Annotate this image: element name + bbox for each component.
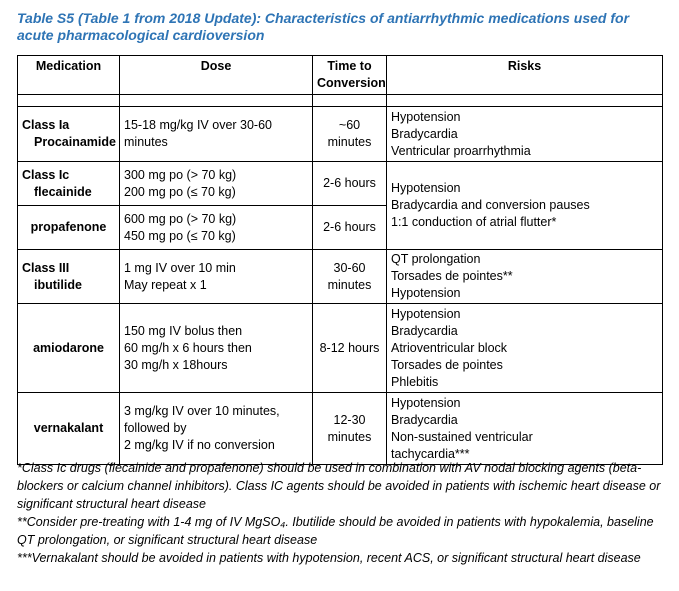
risks-cell: Hypotension Bradycardia Atrioventricular… (386, 303, 663, 393)
dose-cell: 15-18 mg/kg IV over 30-60 minutes (119, 106, 313, 162)
risk-line: Bradycardia and conversion pauses (391, 198, 590, 212)
risks-cell: Hypotension Bradycardia Non-sustained ve… (386, 392, 663, 465)
drug-name: vernakalant (33, 421, 104, 435)
table-row-flecainide: Class Ic flecainide 300 mg po (> 70 kg) … (17, 161, 663, 250)
risks-cell: QT prolongation Torsades de pointes** Hy… (386, 249, 663, 304)
risk-line: Hypotension (391, 395, 461, 410)
dose-cell: 3 mg/kg IV over 10 minutes, followed by … (119, 392, 313, 465)
footnote-class-ic: *Class Ic drugs (flecainide and propafen… (17, 461, 661, 511)
time-line: minutes (327, 429, 372, 444)
dose-line: 150 mg IV bolus then (124, 323, 243, 338)
class-label: Class III (22, 260, 70, 275)
time-cell: 12-30 minutes (312, 392, 387, 465)
time-cell: 2-6 hours (312, 205, 387, 250)
drug-name: ibutilide (34, 277, 82, 292)
risk-line: Bradycardia (391, 323, 458, 338)
dose-line: 2 mg/kg IV if no conversion (124, 438, 275, 452)
dose-line: minutes (124, 135, 168, 149)
footnotes: *Class Ic drugs (flecainide and propafen… (17, 459, 667, 567)
medication-cell: propafenone (17, 205, 120, 250)
risk-line: 1:1 conduction of atrial flutter* (391, 215, 557, 229)
risk-line: Hypotension (391, 109, 461, 124)
header-dose: Dose (119, 55, 313, 95)
header-medication: Medication (17, 55, 120, 95)
drug-name: propafenone (30, 220, 107, 234)
footnote-ibutilide: **Consider pre-treating with 1-4 mg of I… (17, 515, 654, 547)
risk-line: Bradycardia (391, 412, 458, 427)
table-title: Table S5 (Table 1 from 2018 Update): Cha… (17, 10, 630, 43)
dose-line: 450 mg po (≤ 70 kg) (124, 228, 236, 243)
antiarrhythmic-table: Medication Dose Time to Conversion Risks… (17, 55, 663, 465)
table-row-propafenone: propafenone 600 mg po (> 70 kg) 450 mg p… (17, 205, 663, 250)
drug-name: amiodarone (33, 340, 104, 355)
risk-line: Torsades de pointes (391, 357, 503, 372)
class-label: Class Ic (22, 167, 70, 182)
risk-line: Torsades de pointes** (391, 269, 513, 283)
risk-line: Hypotension (391, 286, 461, 300)
drug-name: flecainide (34, 184, 92, 199)
time-cell: ~60 minutes (312, 106, 387, 162)
table-row-procainamide: Class Ia Procainamide 15-18 mg/kg IV ove… (17, 106, 663, 162)
medication-cell: amiodarone (17, 303, 120, 393)
risk-line: Phlebitis (391, 374, 439, 389)
dose-line: 15-18 mg/kg IV over 30-60 (124, 118, 272, 132)
dose-line: 3 mg/kg IV over 10 minutes, (124, 404, 280, 418)
dose-line: 200 mg po (≤ 70 kg) (124, 184, 236, 199)
header-time-line1: Time to (327, 59, 372, 73)
time-cell: 30-60 minutes (312, 249, 387, 304)
dose-line: 60 mg/h x 6 hours then (124, 340, 252, 355)
risks-cell: Hypotension Bradycardia Ventricular proa… (386, 106, 663, 162)
time-cell: 2-6 hours (312, 161, 387, 206)
risk-line: Hypotension (391, 306, 461, 321)
risks-cell-class-ic: Hypotension Bradycardia and conversion p… (386, 161, 663, 250)
dose-line: 600 mg po (> 70 kg) (124, 211, 237, 226)
dose-line: 1 mg IV over 10 min (124, 260, 236, 275)
dose-cell: 150 mg IV bolus then 60 mg/h x 6 hours t… (119, 303, 313, 393)
header-time-line2: Conversion (317, 76, 386, 90)
table-row-ibutilide: Class III ibutilide 1 mg IV over 10 min … (17, 249, 663, 304)
risk-line: Hypotension (391, 181, 461, 195)
dose-cell: 300 mg po (> 70 kg) 200 mg po (≤ 70 kg) (119, 161, 313, 206)
medication-cell: Class III ibutilide (17, 249, 120, 304)
dose-line: May repeat x 1 (124, 277, 207, 292)
class-label: Class Ia (22, 118, 70, 132)
risk-line: Bradycardia (391, 126, 458, 141)
time-line: minutes (327, 135, 372, 149)
footnote-vernakalant: ***Vernakalant should be avoided in pati… (17, 551, 641, 565)
time-cell: 8-12 hours (312, 303, 387, 393)
dose-line: 30 mg/h x 18hours (124, 357, 228, 372)
dose-cell: 1 mg IV over 10 min May repeat x 1 (119, 249, 313, 304)
spacer-row (17, 94, 663, 107)
risk-line: Atrioventricular block (391, 340, 508, 355)
drug-name: Procainamide (34, 135, 116, 149)
header-row: Medication Dose Time to Conversion Risks (17, 55, 663, 95)
dose-line: followed by (124, 421, 187, 435)
table-row-amiodarone: amiodarone 150 mg IV bolus then 60 mg/h … (17, 303, 663, 393)
medication-cell: Class Ic flecainide (17, 161, 120, 206)
medication-cell: Class Ia Procainamide (17, 106, 120, 162)
time-line: 30-60 (333, 260, 366, 275)
risk-line: tachycardia*** (391, 446, 470, 461)
time-line: ~60 (338, 118, 361, 132)
medication-cell: vernakalant (17, 392, 120, 465)
header-time: Time to Conversion (312, 55, 387, 95)
risk-line: QT prolongation (391, 252, 481, 266)
time-line: minutes (327, 277, 372, 292)
risk-line: Ventricular proarrhythmia (391, 143, 531, 158)
table-row-vernakalant: vernakalant 3 mg/kg IV over 10 minutes, … (17, 392, 663, 465)
time-line: 12-30 (333, 412, 366, 427)
risk-line: Non-sustained ventricular (391, 429, 533, 444)
dose-line: 300 mg po (> 70 kg) (124, 167, 237, 182)
header-risks: Risks (386, 55, 663, 95)
dose-cell: 600 mg po (> 70 kg) 450 mg po (≤ 70 kg) (119, 205, 313, 250)
